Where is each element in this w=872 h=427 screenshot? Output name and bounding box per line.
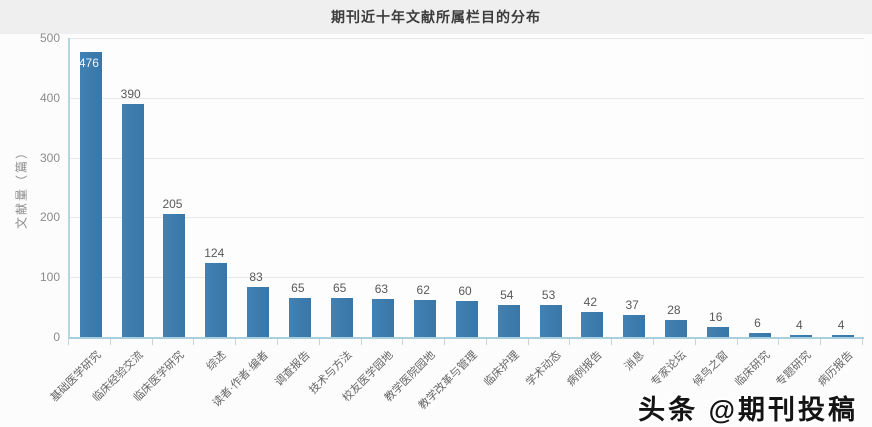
bar-value-label: 83 bbox=[249, 270, 263, 284]
bar-病历报告 bbox=[832, 335, 855, 337]
bar-value-label: 124 bbox=[204, 246, 225, 260]
bar-教学医院园地 bbox=[414, 300, 437, 337]
x-category-label: 病历报告 bbox=[816, 349, 856, 389]
x-category-label: 临床护理 bbox=[481, 349, 522, 389]
x-tick-mark bbox=[528, 339, 529, 345]
bar-value-label: 65 bbox=[291, 281, 305, 295]
bar-读者·作者·编者 bbox=[247, 287, 270, 337]
bar-value-label: 53 bbox=[541, 288, 556, 302]
x-tick-mark bbox=[193, 339, 194, 345]
bar-value-label: 37 bbox=[625, 298, 639, 312]
x-tick-mark bbox=[611, 339, 612, 345]
x-tick-mark bbox=[778, 339, 779, 345]
x-category-label: 综述 bbox=[204, 349, 229, 374]
x-category-label: 学术动态 bbox=[523, 349, 564, 389]
bar-消息 bbox=[623, 315, 646, 337]
bar-value-label: 62 bbox=[416, 283, 430, 297]
x-tick-mark bbox=[653, 339, 654, 345]
bar-value-label: 6 bbox=[754, 316, 761, 330]
bar-value-label: 63 bbox=[374, 282, 389, 296]
y-tick-label: 0 bbox=[53, 330, 60, 344]
bar-校友医学园地 bbox=[372, 299, 395, 337]
watermark-text: 头条 @期刊投稿 bbox=[638, 395, 858, 425]
bar-专家论坛 bbox=[664, 320, 687, 337]
gridline bbox=[70, 217, 864, 219]
bar-临床护理 bbox=[497, 305, 520, 337]
x-tick-mark bbox=[402, 339, 403, 345]
y-tick-label: 200 bbox=[39, 210, 60, 225]
gridline bbox=[70, 157, 864, 159]
bar-临床经验交流 bbox=[121, 104, 144, 337]
bar-value-label: 42 bbox=[583, 295, 598, 309]
y-tick-label: 400 bbox=[39, 90, 60, 105]
chart-title: 期刊近十年文献所属栏目的分布 bbox=[331, 9, 541, 25]
x-tick-mark bbox=[820, 339, 821, 345]
x-tick-mark bbox=[319, 339, 320, 345]
x-category-label: 临床研究 bbox=[732, 349, 773, 389]
bar-value-label: 4 bbox=[837, 318, 845, 332]
bar-value-label: 60 bbox=[458, 284, 472, 298]
x-tick-mark bbox=[737, 339, 738, 345]
bar-value-label: 476 bbox=[78, 56, 99, 70]
plot-area bbox=[68, 38, 864, 339]
bar-value-label: 28 bbox=[667, 303, 681, 317]
y-tick-label: 300 bbox=[39, 150, 60, 165]
x-category-label: 候鸟之窗 bbox=[690, 349, 731, 389]
x-tick-mark bbox=[277, 339, 278, 345]
bar-候鸟之窗 bbox=[706, 327, 729, 337]
bar-教学改革与管理 bbox=[456, 301, 478, 337]
x-category-label: 专家论坛 bbox=[648, 349, 689, 389]
bar-value-label: 4 bbox=[795, 318, 803, 332]
x-tick-mark bbox=[235, 339, 236, 345]
bar-value-label: 65 bbox=[332, 281, 347, 295]
bar-临床研究 bbox=[748, 333, 771, 337]
gridline bbox=[70, 38, 864, 39]
x-tick-mark bbox=[361, 339, 362, 345]
y-axis-title: 文献量（篇） bbox=[14, 144, 29, 230]
bar-调查报告 bbox=[288, 298, 311, 337]
bar-技术与方法 bbox=[330, 298, 353, 337]
bar-病例报告 bbox=[581, 312, 604, 337]
bar-value-label: 390 bbox=[120, 87, 141, 101]
y-tick-label: 500 bbox=[39, 31, 60, 45]
x-tick-mark bbox=[695, 339, 696, 345]
y-tick-label: 100 bbox=[39, 270, 60, 285]
x-tick-mark bbox=[152, 339, 153, 345]
top-band bbox=[0, 0, 872, 34]
bar-value-label: 205 bbox=[162, 197, 183, 211]
x-category-label: 专题研究 bbox=[774, 349, 814, 389]
bar-value-label: 54 bbox=[500, 288, 514, 302]
bar-专题研究 bbox=[790, 335, 813, 337]
x-tick-mark bbox=[486, 339, 487, 345]
x-tick-mark bbox=[569, 339, 570, 345]
x-tick-mark bbox=[110, 339, 111, 345]
gridline bbox=[70, 97, 864, 99]
x-tick-mark bbox=[68, 339, 69, 345]
x-tick-mark bbox=[444, 339, 445, 345]
x-category-label: 病例报告 bbox=[565, 349, 605, 389]
gridline bbox=[70, 277, 864, 279]
bar-临床医学研究 bbox=[163, 214, 186, 337]
bar-综述 bbox=[205, 263, 228, 337]
bar-学术动态 bbox=[539, 305, 562, 337]
bar-基础医学研究 bbox=[79, 52, 102, 337]
x-category-label: 消息 bbox=[622, 349, 647, 374]
bar-value-label: 16 bbox=[709, 310, 723, 324]
x-tick-mark bbox=[862, 339, 863, 345]
